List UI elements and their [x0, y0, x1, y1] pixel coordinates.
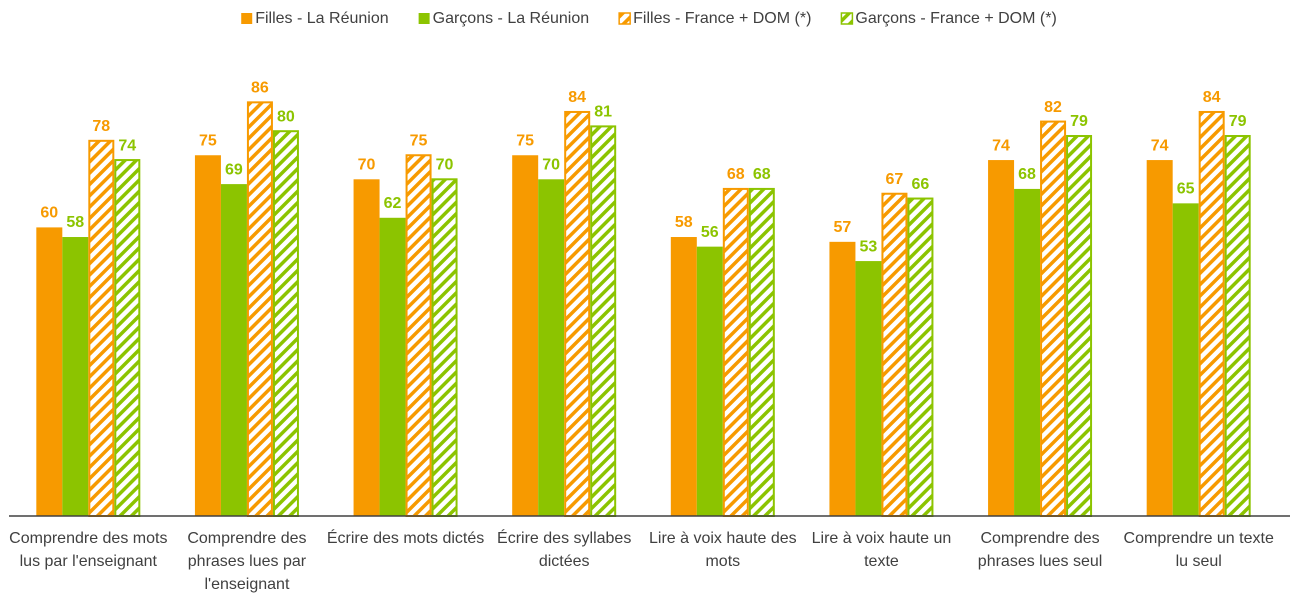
- legend-label: Garçons - La Réunion: [433, 10, 590, 27]
- bar: [88, 139, 115, 517]
- bar: [988, 160, 1015, 516]
- bar: [1146, 160, 1173, 516]
- legend-label: Garçons - France + DOM (*): [855, 10, 1056, 27]
- data-label: 74: [1151, 137, 1169, 154]
- bar: [379, 217, 406, 516]
- data-label: 80: [277, 108, 295, 125]
- legend-label: Filles - France + DOM (*): [633, 10, 811, 27]
- bar: [907, 197, 934, 517]
- data-label: 68: [753, 166, 771, 183]
- bar: [1040, 120, 1067, 518]
- data-label: 84: [568, 89, 586, 106]
- data-label: 82: [1044, 99, 1062, 116]
- bar: [62, 237, 89, 516]
- bar: [748, 187, 775, 517]
- data-label: 74: [118, 137, 136, 154]
- bar: [114, 159, 141, 517]
- data-label: 68: [727, 166, 745, 183]
- data-label: 57: [834, 219, 852, 236]
- x-tick-label: Comprendre des phrases lues seul: [977, 530, 1103, 570]
- legend-item: Filles - La Réunion: [241, 10, 389, 27]
- data-label: 70: [542, 157, 560, 174]
- bar: [246, 101, 273, 517]
- x-tick-label: Écrire des mots dictés: [326, 530, 485, 547]
- data-label: 60: [40, 205, 58, 222]
- bar: [1224, 135, 1251, 517]
- data-label: 86: [251, 80, 269, 97]
- bar: [696, 246, 723, 516]
- data-label: 62: [384, 195, 402, 212]
- data-label: 56: [701, 224, 719, 241]
- data-label: 75: [410, 132, 428, 149]
- legend-label: Filles - La Réunion: [255, 10, 388, 27]
- bar: [353, 179, 380, 517]
- data-label: 70: [358, 157, 376, 174]
- data-label: 79: [1070, 113, 1088, 130]
- data-label: 53: [860, 238, 878, 255]
- legend-swatch: [840, 12, 854, 25]
- data-label: 67: [886, 171, 904, 188]
- bar: [405, 154, 432, 517]
- x-tick-label: Comprendre des mots lus par l'enseignant: [9, 530, 168, 570]
- legend-item: Garçons - France + DOM (*): [840, 10, 1057, 27]
- bar: [512, 155, 539, 516]
- data-label: 75: [516, 132, 534, 149]
- data-label: 66: [912, 176, 930, 193]
- bar: [881, 192, 908, 517]
- data-label: 84: [1203, 89, 1221, 106]
- x-tick-label: Lire à voix haute un texte: [811, 530, 952, 570]
- bar: [1172, 203, 1199, 516]
- data-label: 70: [436, 157, 454, 174]
- bar: [538, 179, 565, 517]
- data-label: 74: [992, 137, 1010, 154]
- data-label: 78: [92, 118, 110, 135]
- data-label: 58: [675, 214, 693, 231]
- bar: [431, 178, 458, 518]
- legend-swatch: [418, 13, 430, 24]
- bar: [670, 237, 697, 516]
- data-label: 69: [225, 161, 243, 178]
- data-label: 68: [1018, 166, 1036, 183]
- bar: [590, 125, 617, 517]
- bar: [1066, 135, 1093, 517]
- bar: [220, 184, 247, 517]
- bar: [722, 187, 749, 517]
- x-tick-label: Comprendre un texte lu seul: [1123, 530, 1274, 570]
- bar: [272, 130, 299, 517]
- legend-item: Filles - France + DOM (*): [618, 10, 811, 27]
- legend-swatch: [241, 13, 253, 24]
- bar: [1198, 110, 1225, 518]
- x-tick-label: Lire à voix haute des mots: [648, 530, 797, 570]
- data-label: 75: [199, 132, 217, 149]
- x-tick-label: Écrire des syllabes dictées: [497, 530, 632, 570]
- data-label: 65: [1177, 181, 1195, 198]
- data-label: 81: [594, 104, 612, 121]
- bar: [1014, 188, 1041, 517]
- data-label: 58: [66, 214, 84, 231]
- legend-swatch: [618, 12, 631, 25]
- bar: [194, 155, 221, 516]
- bar: [855, 261, 882, 516]
- x-tick-label: Comprendre des phrases lues par l'enseig…: [187, 530, 307, 593]
- data-label: 79: [1229, 113, 1247, 130]
- bar: [829, 241, 856, 516]
- bar: [36, 227, 63, 516]
- bar: [564, 110, 591, 518]
- legend-item: Garçons - La Réunion: [418, 10, 590, 27]
